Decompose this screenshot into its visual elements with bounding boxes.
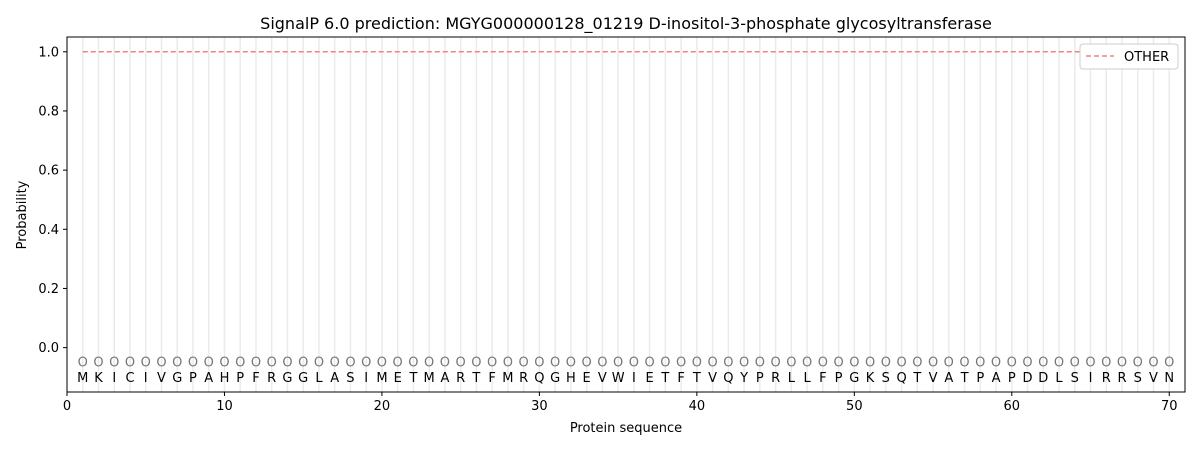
region-label: O [534,355,544,370]
region-label: O [613,355,623,370]
x-tick-label: 30 [531,399,548,414]
region-label: O [188,355,198,370]
region-label: O [361,355,371,370]
legend: OTHER [1079,43,1179,70]
region-label: O [975,355,985,370]
region-label: O [550,355,560,370]
region-label: O [519,355,529,370]
region-label: O [141,355,151,370]
region-label: O [440,355,450,370]
region-label: O [219,355,229,370]
region-label: O [645,355,655,370]
x-axis-label: Protein sequence [570,421,682,436]
region-label: O [865,355,875,370]
y-tick-label: 0.2 [38,282,59,297]
region-label: O [660,355,670,370]
region-label: O [78,355,88,370]
y-tick-label: 0.4 [38,223,59,238]
x-tick-label: 50 [846,399,863,414]
region-label: O [204,355,214,370]
region-label: O [1101,355,1111,370]
x-tick-label: 20 [374,399,391,414]
region-label: O [566,355,576,370]
region-label: O [503,355,513,370]
region-label: O [959,355,969,370]
region-label: O [739,355,749,370]
region-label: O [267,355,277,370]
region-label: O [1133,355,1143,370]
y-tick-label: 0.6 [38,164,59,179]
x-tick-label: 40 [689,399,706,414]
region-label: O [1007,355,1017,370]
region-label: O [330,355,340,370]
region-label: O [629,355,639,370]
region-label: O [1054,355,1064,370]
region-label: O [597,355,607,370]
x-tick-label: 10 [216,399,233,414]
region-label: O [1164,355,1174,370]
region-label: O [156,355,166,370]
region-label: O [582,355,592,370]
region-label: O [1148,355,1158,370]
region-label: O [1070,355,1080,370]
region-label: O [456,355,466,370]
region-label: O [487,355,497,370]
region-label: O [408,355,418,370]
region-label: O [1117,355,1127,370]
y-axis-label: Probability [15,180,30,249]
region-label: O [298,355,308,370]
region-label: O [125,355,135,370]
region-label: O [833,355,843,370]
region-label: O [172,355,182,370]
region-label: O [692,355,702,370]
region-label: O [1085,355,1095,370]
region-label: O [818,355,828,370]
region-label: O [676,355,686,370]
region-label: O [471,355,481,370]
region-label: O [1022,355,1032,370]
region-label: O [802,355,812,370]
y-tick-label: 1.0 [38,45,59,60]
region-label: O [849,355,859,370]
region-label: O [881,355,891,370]
region-label: O [251,355,261,370]
region-label: O [235,355,245,370]
region-label: O [314,355,324,370]
region-label: O [377,355,387,370]
x-tick-label: 0 [63,399,71,414]
region-label: O [912,355,922,370]
x-tick-label: 60 [1004,399,1021,414]
region-label: O [345,355,355,370]
region-label: O [928,355,938,370]
residue-sequence: MKICIVGPAHPFRGGLASIMETMARTFMRQGHEVWIETFT… [77,371,1174,386]
region-label: O [707,355,717,370]
y-tick-label: 0.8 [38,104,59,119]
y-tick-label: 0.0 [38,341,59,356]
region-label: O [944,355,954,370]
region-label: O [723,355,733,370]
region-label: O [93,355,103,370]
region-label: O [991,355,1001,370]
region-label: O [282,355,292,370]
x-tick-label: 70 [1161,399,1178,414]
region-label: O [755,355,765,370]
region-label: O [770,355,780,370]
region-label: O [896,355,906,370]
legend-label-other: OTHER [1124,50,1169,65]
region-label: O [786,355,796,370]
region-label: O [1038,355,1048,370]
chart-title: SignalP 6.0 prediction: MGYG000000128_01… [260,14,992,34]
region-label: O [424,355,434,370]
plot-frame [66,36,1186,393]
region-label: O [393,355,403,370]
region-label: O [109,355,119,370]
